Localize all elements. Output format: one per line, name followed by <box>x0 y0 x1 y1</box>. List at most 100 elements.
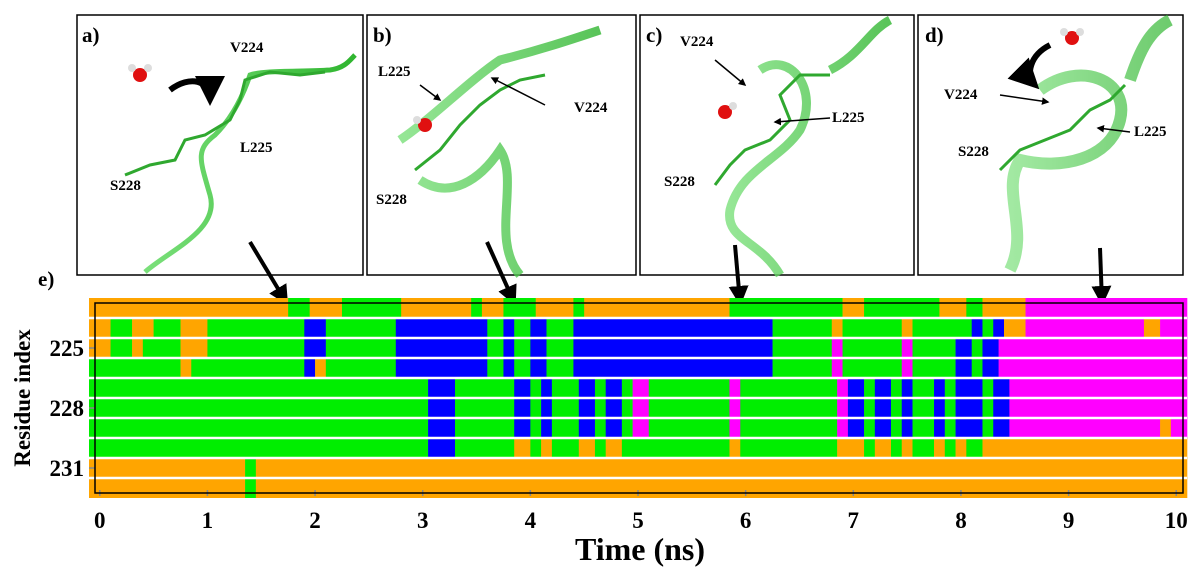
x-tick-label: 2 <box>309 508 321 533</box>
state-segment <box>913 378 935 398</box>
state-segment <box>730 438 741 458</box>
state-segment <box>622 378 633 398</box>
state-segment <box>482 298 504 318</box>
state-segment <box>487 358 503 378</box>
state-segment <box>530 438 541 458</box>
state-segment <box>181 318 208 338</box>
state-segment <box>310 298 343 318</box>
state-segment <box>487 318 503 338</box>
state-segment <box>547 318 574 338</box>
state-segment <box>503 298 536 318</box>
panel-label: d) <box>925 23 944 47</box>
state-segment <box>633 418 649 438</box>
state-segment <box>972 338 983 358</box>
state-segment <box>972 358 983 378</box>
state-segment <box>89 358 181 378</box>
state-segment <box>288 298 310 318</box>
state-segment <box>956 358 972 378</box>
state-segment <box>503 318 514 338</box>
state-segment <box>428 418 455 438</box>
water <box>144 64 152 72</box>
state-segment <box>428 438 455 458</box>
panel-label: a) <box>82 23 100 47</box>
state-segment <box>595 418 606 438</box>
state-segment <box>143 338 181 358</box>
y-tick-label: 225 <box>50 336 85 361</box>
state-segment <box>999 338 1188 358</box>
panel-label: c) <box>646 23 662 47</box>
state-segment <box>864 298 940 318</box>
state-segment <box>902 338 913 358</box>
state-segment <box>1026 298 1188 318</box>
state-segment <box>579 418 595 438</box>
state-segment <box>428 378 455 398</box>
state-segment <box>573 298 584 318</box>
state-segment <box>396 318 488 338</box>
state-segment <box>993 378 1009 398</box>
state-segment <box>606 438 622 458</box>
water <box>128 64 136 72</box>
y-tick-label: 228 <box>50 396 85 421</box>
state-segment <box>326 338 396 358</box>
state-segment <box>1004 318 1026 338</box>
state-segment <box>913 338 956 358</box>
x-tick-label: 4 <box>525 508 537 533</box>
state-segment <box>573 338 772 358</box>
state-segment <box>455 418 515 438</box>
residue-annotation: S228 <box>110 178 141 194</box>
state-segment <box>89 438 428 458</box>
state-segment <box>541 378 552 398</box>
state-segment <box>552 398 579 418</box>
state-segment <box>982 358 998 378</box>
state-segment <box>649 378 730 398</box>
state-segment <box>649 398 730 418</box>
state-segment <box>740 438 837 458</box>
state-segment <box>902 358 913 378</box>
state-segment <box>843 338 903 358</box>
state-segment <box>999 358 1188 378</box>
residue-annotation: S228 <box>958 144 989 160</box>
residue-annotation: S228 <box>664 174 695 190</box>
state-segment <box>541 438 552 458</box>
state-segment <box>530 418 541 438</box>
state-segment <box>902 418 913 438</box>
state-segment <box>891 378 902 398</box>
state-segment <box>514 338 530 358</box>
state-segment <box>326 358 396 378</box>
panel-label: e) <box>38 267 54 291</box>
state-segment <box>514 398 530 418</box>
residue-annotation: V224 <box>944 87 978 103</box>
state-segment <box>913 398 935 418</box>
state-segment <box>740 378 837 398</box>
state-segment <box>396 338 488 358</box>
state-segment <box>848 418 864 438</box>
state-segment <box>315 358 326 378</box>
state-segment <box>982 398 993 418</box>
state-segment <box>945 378 956 398</box>
state-segment <box>972 318 983 338</box>
state-segment <box>832 338 843 358</box>
state-segment <box>326 318 396 338</box>
x-tick-label: 10 <box>1165 508 1188 533</box>
state-segment <box>530 358 546 378</box>
x-tick-label: 1 <box>202 508 214 533</box>
state-segment <box>503 338 514 358</box>
state-segment <box>342 298 402 318</box>
y-tick-label: 231 <box>50 456 85 481</box>
state-segment <box>428 398 455 418</box>
state-segment <box>633 398 649 418</box>
state-segment <box>111 318 133 338</box>
state-segment <box>579 398 595 418</box>
state-segment <box>902 378 913 398</box>
state-segment <box>982 418 993 438</box>
residue-annotation: V224 <box>574 100 608 116</box>
state-segment <box>89 378 428 398</box>
state-segment <box>934 378 945 398</box>
state-segment <box>832 318 843 338</box>
state-segment <box>891 398 902 418</box>
state-segment <box>633 378 649 398</box>
state-segment <box>730 298 843 318</box>
state-segment <box>606 378 622 398</box>
state-segment <box>191 358 304 378</box>
state-segment <box>730 398 741 418</box>
